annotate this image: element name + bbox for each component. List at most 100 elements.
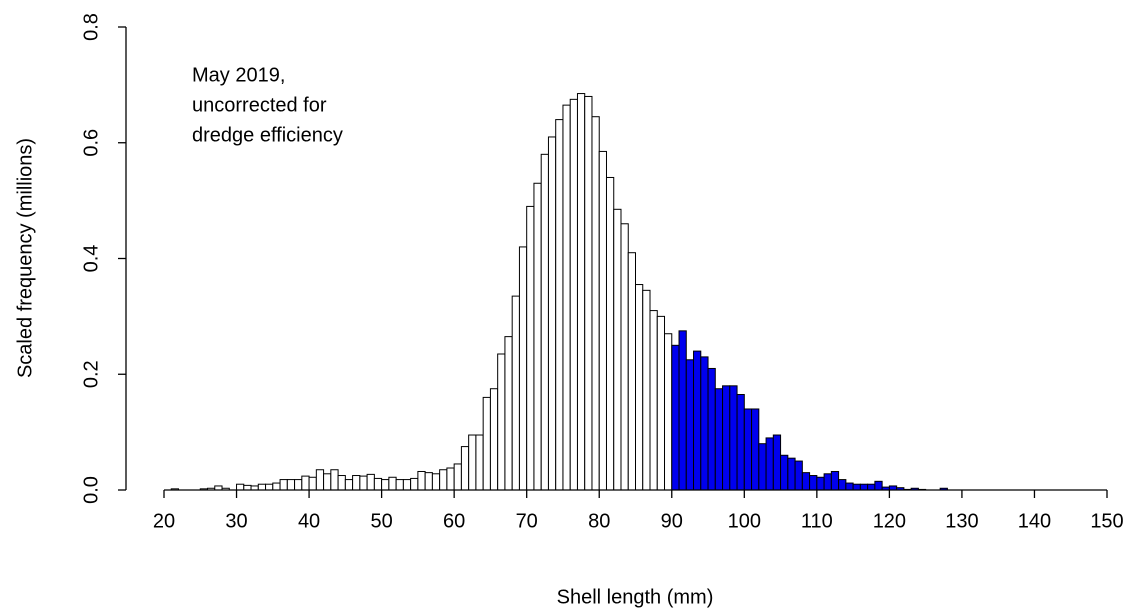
bar <box>352 475 361 491</box>
bar <box>439 469 448 491</box>
bar <box>598 150 607 491</box>
bar <box>794 460 803 491</box>
bar <box>257 483 267 491</box>
x-tick-label: 150 <box>1090 510 1123 532</box>
bar <box>344 479 354 491</box>
annotation: dredge efficiency <box>192 124 343 146</box>
x-tick-label: 120 <box>873 510 906 532</box>
bar <box>395 479 404 491</box>
bar <box>279 479 288 491</box>
bar <box>562 104 571 491</box>
bar <box>504 336 513 491</box>
bar <box>830 470 840 491</box>
bar <box>700 356 709 491</box>
bar <box>569 98 578 491</box>
x-tick-label: 80 <box>588 510 610 532</box>
bar <box>722 385 731 491</box>
y-tick-label: 0.8 <box>80 13 102 41</box>
bar <box>446 467 455 491</box>
bar <box>301 475 310 491</box>
bar <box>337 475 346 491</box>
bar <box>272 482 281 491</box>
bar <box>323 473 332 491</box>
bar <box>838 479 847 491</box>
bar <box>649 310 658 491</box>
bar <box>410 477 419 491</box>
bar <box>867 483 876 491</box>
bar <box>424 472 433 491</box>
bar <box>388 476 397 491</box>
bar <box>780 454 789 491</box>
bar <box>613 208 622 491</box>
bar <box>359 475 368 491</box>
bar <box>453 463 462 491</box>
annotation: uncorrected for <box>192 94 327 116</box>
x-tick-label: 50 <box>370 510 392 532</box>
bar <box>852 483 861 491</box>
bar <box>576 93 586 491</box>
bar <box>642 289 651 491</box>
bar <box>714 388 724 491</box>
bar <box>518 246 528 491</box>
bar <box>620 223 629 491</box>
bar <box>402 479 412 491</box>
bar <box>584 95 593 491</box>
bar <box>286 479 296 491</box>
bar <box>823 473 832 491</box>
bar <box>330 469 339 491</box>
x-tick-label: 90 <box>661 510 683 532</box>
bar <box>685 359 695 491</box>
bar <box>707 367 716 491</box>
y-axis-label: Scaled frequency (millions) <box>14 138 36 378</box>
bar <box>373 477 383 491</box>
bar <box>693 350 702 491</box>
x-tick-label: 110 <box>801 510 833 532</box>
bar <box>533 182 542 491</box>
x-tick-label: 130 <box>945 510 978 532</box>
y-tick-label: 0.4 <box>80 245 102 273</box>
bar <box>381 479 390 491</box>
bar <box>845 482 854 491</box>
bar <box>482 396 491 491</box>
bar <box>308 476 317 491</box>
bar <box>265 483 274 491</box>
bar <box>801 472 811 491</box>
bar <box>627 252 637 491</box>
bar <box>635 284 644 491</box>
bar <box>787 457 796 491</box>
x-tick-label: 30 <box>225 510 247 532</box>
bar <box>366 473 375 491</box>
bar <box>475 434 484 491</box>
bar <box>526 205 535 491</box>
x-tick-label: 140 <box>1018 510 1051 532</box>
bar <box>540 153 549 491</box>
bar <box>772 434 782 491</box>
bar <box>294 479 303 491</box>
bar <box>874 480 883 491</box>
x-tick-label: 40 <box>298 510 320 532</box>
bar <box>664 333 673 491</box>
y-tick-label: 0.0 <box>80 476 102 504</box>
bar <box>489 388 499 491</box>
bar <box>671 344 680 491</box>
bar <box>417 470 426 491</box>
bar <box>547 136 557 491</box>
x-tick-label: 60 <box>443 510 465 532</box>
bar <box>751 408 760 491</box>
bar <box>859 483 869 491</box>
bar <box>555 119 564 491</box>
bar <box>809 475 818 491</box>
bar <box>236 483 245 491</box>
bar <box>468 434 477 491</box>
bar <box>765 437 774 491</box>
annotation: May 2019, <box>192 64 285 86</box>
x-tick-label: 100 <box>728 510 761 532</box>
bar <box>243 484 252 491</box>
x-tick-label: 70 <box>516 510 538 532</box>
bar <box>758 443 767 491</box>
y-tick-label: 0.2 <box>80 360 102 388</box>
bar <box>591 116 600 491</box>
bar <box>729 385 738 491</box>
x-axis-label: Shell length (mm) <box>557 586 714 608</box>
